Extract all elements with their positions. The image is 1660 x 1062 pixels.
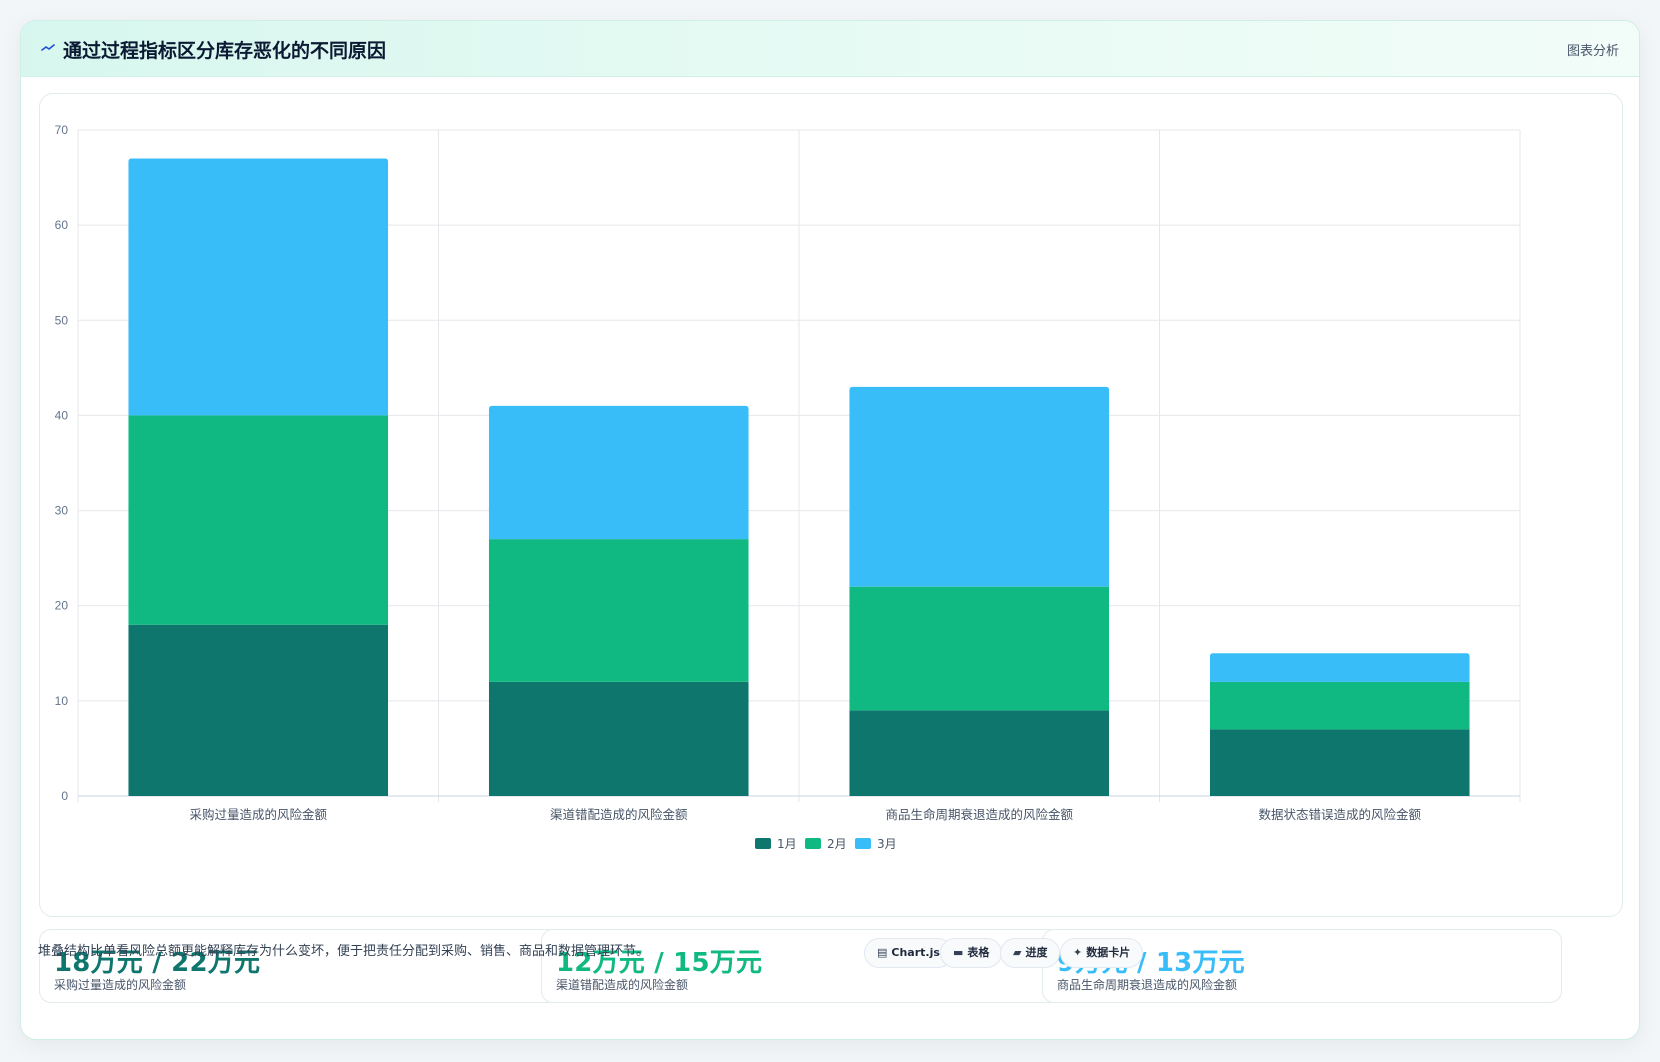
y-tick-label: 70	[55, 123, 69, 137]
bar-segment	[849, 586, 1110, 711]
chart-icon: ▤	[877, 946, 888, 959]
bar-segment	[849, 710, 1110, 796]
y-tick-label: 0	[61, 789, 68, 803]
legend-label: 2月	[827, 837, 847, 851]
bar-segment	[849, 386, 1110, 587]
footer-note: 堆叠结构比单看风险总额更能解释库存为什么变坏，便于把责任分配到采购、销售、商品和…	[38, 944, 650, 959]
bar-segment	[1209, 681, 1470, 730]
y-tick-label: 30	[55, 504, 69, 518]
bar-segment	[128, 624, 389, 796]
y-tick-label: 10	[55, 694, 69, 708]
y-tick-label: 60	[55, 218, 69, 232]
y-tick-label: 50	[55, 313, 69, 327]
sparkle-icon: ✦	[1073, 946, 1083, 959]
bar-segment	[1209, 653, 1470, 682]
x-tick-label: 采购过量造成的风险金额	[189, 807, 327, 822]
x-tick-label: 数据状态错误造成的风险金额	[1258, 807, 1421, 822]
trend-wave-icon	[41, 44, 55, 51]
chart-panel: 0 10 20 30 40 50 60 70 采购过量造成的风险金额 渠道错配造成的风险金额 商品生…	[39, 93, 1623, 917]
y-tick-label: 20	[55, 599, 69, 613]
x-tick-label: 商品生命周期衰退造成的风险金额	[885, 807, 1073, 822]
legend-swatch	[805, 838, 821, 849]
stat-label: 采购过量造成的风险金额	[54, 978, 187, 992]
stacked-bar-chart: 0 10 20 30 40 50 60 70 采购过量造成的风险金额 渠道错配造成的风险金额 商品生…	[55, 123, 1521, 851]
tag-progress[interactable]: ▰ 进度	[1000, 938, 1061, 968]
legend-label: 1月	[777, 837, 797, 851]
bar-segment	[488, 681, 749, 796]
progress-icon: ▰	[1013, 946, 1022, 959]
tag-table[interactable]: ▬ 表格	[940, 938, 1003, 968]
stat-value: 12万元 / 15万元	[556, 948, 763, 978]
x-tick-label: 渠道错配造成的风险金额	[550, 807, 688, 822]
stat-label: 商品生命周期衰退造成的风险金额	[1057, 978, 1238, 992]
legend-label: 3月	[877, 837, 897, 851]
chart-title: 通过过程指标区分库存恶化的不同原因	[63, 40, 387, 62]
stat-card: 18万元 / 22万元 采购过量造成的风险金额	[39, 929, 559, 1003]
legend-swatch	[855, 838, 871, 849]
bar-segment	[488, 405, 749, 540]
stat-value: 18万元 / 22万元	[54, 948, 261, 978]
bar-segment	[128, 415, 389, 625]
chart-card: 通过过程指标区分库存恶化的不同原因 图表分析 0 10 20 30 40 50 60 70 采购…	[20, 20, 1640, 1040]
bar-segment	[128, 158, 389, 416]
tag-chartjs[interactable]: ▤ Chart.js	[864, 938, 953, 968]
chart-analysis-link[interactable]: 图表分析	[1566, 44, 1619, 59]
y-tick-label: 40	[55, 408, 69, 422]
tag-data-card[interactable]: ✦ 数据卡片	[1060, 938, 1144, 968]
bar-segment	[488, 539, 749, 682]
card-header: 通过过程指标区分库存恶化的不同原因 图表分析	[21, 21, 1639, 77]
stat-label: 渠道错配造成的风险金额	[556, 978, 689, 992]
legend-swatch	[755, 838, 771, 849]
bar-segment	[1209, 729, 1470, 796]
table-icon: ▬	[953, 946, 964, 959]
